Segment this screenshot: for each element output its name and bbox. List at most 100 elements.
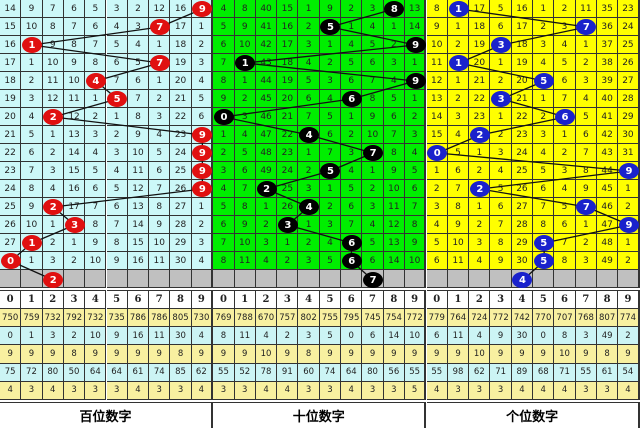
grid-cell: 3 — [383, 54, 405, 72]
grid-cell: 3 — [319, 216, 342, 234]
grid-cell: 5 — [554, 54, 576, 72]
stat-cell: 3 — [596, 381, 619, 400]
grid-cell: 8 — [213, 72, 235, 90]
grid-cell: 18 — [511, 36, 534, 54]
stat-cell: 4 — [191, 327, 213, 346]
grid-cell: 10 — [63, 72, 86, 90]
hit-ball: 5 — [533, 73, 554, 89]
grid-cell: 7 — [554, 90, 576, 108]
grid-cell: 8 — [42, 18, 64, 36]
digit-header: 2 — [255, 290, 278, 309]
stat-cell: 769 — [213, 309, 235, 328]
grid-cell: 19 — [0, 90, 22, 108]
grid-cell: 4 — [533, 144, 555, 162]
grid-cell: 5 — [85, 0, 107, 18]
grid-cell: 5 — [298, 72, 320, 90]
hit-ball: 6 — [341, 91, 362, 107]
grid-cell: 10 — [127, 144, 150, 162]
grid-cell: 5 — [106, 180, 128, 198]
grid-cell: 11 — [234, 252, 256, 270]
stat-cell: 3 — [298, 381, 320, 400]
grid-cell: 1 — [106, 108, 128, 126]
grid-cell: 4 — [21, 108, 43, 126]
prediction-cell — [533, 270, 555, 288]
grid-cell: 4 — [341, 162, 363, 180]
grid-cell: 4 — [255, 252, 278, 270]
grid-cell: 25 — [170, 162, 192, 180]
grid-cell: 10 — [383, 180, 405, 198]
stat-cell: 9 — [404, 345, 427, 364]
grid-cell: 3 — [404, 126, 427, 144]
stat-cell: 8 — [298, 345, 320, 364]
grid-cell: 15 — [277, 0, 299, 18]
hit-ball: 0 — [0, 253, 21, 269]
grid-cell: 4 — [319, 234, 342, 252]
grid-cell: 1 — [298, 216, 320, 234]
grid-cell: 6 — [106, 54, 128, 72]
grid-cell: 17 — [0, 54, 22, 72]
grid-cell: 9 — [490, 252, 512, 270]
grid-cell: 28 — [618, 90, 640, 108]
grid-cell: 10 — [234, 234, 256, 252]
stat-cell: 3 — [234, 381, 256, 400]
grid-cell: 36 — [596, 18, 619, 36]
grid-cell: 1 — [618, 234, 640, 252]
grid-cell: 1 — [490, 108, 512, 126]
grid-cell: 2 — [191, 216, 213, 234]
hit-ball: 1 — [21, 37, 42, 53]
grid-cell: 2 — [127, 0, 150, 18]
grid-cell: 23 — [277, 144, 299, 162]
grid-cell: 3 — [298, 36, 320, 54]
grid-cell: 9 — [404, 234, 427, 252]
stat-cell: 4 — [341, 381, 363, 400]
stat-cell: 9 — [149, 345, 171, 364]
grid-cell: 6 — [85, 180, 107, 198]
grid-cell: 15 — [63, 162, 86, 180]
grid-cell: 48 — [596, 234, 619, 252]
stat-cell: 807 — [596, 309, 619, 328]
stat-cell: 735 — [106, 309, 128, 328]
grid-cell: 6 — [319, 126, 342, 144]
stat-cell: 74 — [149, 363, 171, 382]
grid-cell: 28 — [511, 216, 534, 234]
grid-cell: 3 — [533, 36, 555, 54]
grid-cell: 29 — [511, 234, 534, 252]
grid-cell: 4 — [319, 90, 342, 108]
hit-ball: 9 — [405, 73, 426, 89]
digit-header: 1 — [21, 290, 43, 309]
grid-cell: 2 — [618, 198, 640, 216]
grid-cell: 8 — [362, 90, 384, 108]
grid-cell: 1 — [21, 252, 43, 270]
digit-header: 4 — [298, 290, 320, 309]
grid-cell: 4 — [469, 252, 491, 270]
stat-cell: 9 — [106, 345, 128, 364]
grid-cell: 2 — [554, 144, 576, 162]
grid-cell: 21 — [511, 90, 534, 108]
prediction-cell — [63, 270, 86, 288]
stat-cell: 72 — [21, 363, 43, 382]
grid-cell: 2 — [362, 180, 384, 198]
prediction-cell — [383, 270, 405, 288]
stat-cell: 4 — [426, 381, 448, 400]
grid-cell: 1 — [42, 216, 64, 234]
grid-cell: 3 — [298, 180, 320, 198]
grid-cell: 1 — [63, 234, 86, 252]
stat-cell: 16 — [127, 327, 150, 346]
stat-cell: 9 — [490, 345, 512, 364]
stat-cell: 4 — [277, 381, 299, 400]
grid-cell: 9 — [234, 18, 256, 36]
grid-cell: 2 — [21, 72, 43, 90]
grid-cell: 4 — [533, 54, 555, 72]
grid-cell: 44 — [596, 162, 619, 180]
stat-cell: 8 — [596, 345, 619, 364]
grid-cell: 1 — [213, 126, 235, 144]
prediction-cell — [234, 270, 256, 288]
grid-cell: 2 — [213, 144, 235, 162]
grid-cell: 6 — [341, 72, 363, 90]
grid-cell: 4 — [213, 0, 235, 18]
hit-ball: 6 — [555, 109, 576, 125]
grid-cell: 5 — [127, 54, 150, 72]
grid-cell: 30 — [511, 252, 534, 270]
grid-cell: 25 — [277, 180, 299, 198]
stat-cell: 670 — [255, 309, 278, 328]
